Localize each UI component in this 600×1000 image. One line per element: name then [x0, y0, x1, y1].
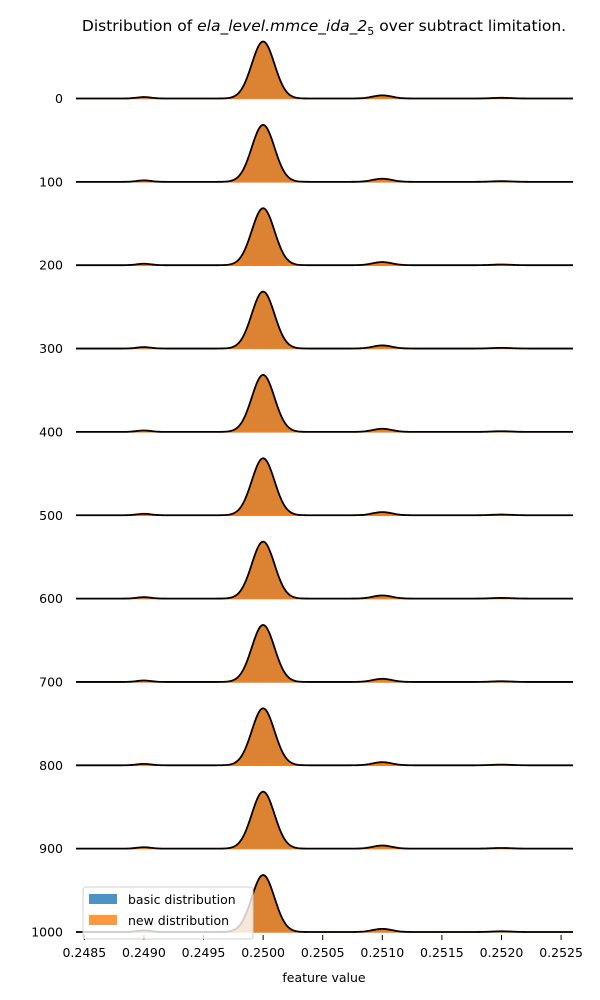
row-label: 1000	[31, 925, 63, 940]
x-tick-label: 0.2525	[539, 945, 583, 960]
row-label: 600	[39, 591, 63, 606]
ridge-curve	[76, 457, 573, 517]
ridge-fill-basic	[76, 708, 573, 766]
title-math: ela_level.mmce_ida_2	[197, 17, 367, 36]
ridge-fill-new	[76, 291, 573, 349]
x-tick-label: 0.2520	[480, 945, 524, 960]
ridge-curve	[76, 40, 573, 100]
ridge-row-600: 600	[39, 540, 573, 606]
row-label: 0	[55, 91, 63, 106]
ridge-curve	[76, 624, 573, 683]
legend-label-basic: basic distribution	[128, 892, 236, 907]
ridge-row-100: 100	[39, 123, 573, 189]
ridge-fill-basic	[76, 291, 573, 349]
row-label: 500	[39, 508, 63, 523]
row-label: 700	[39, 674, 63, 689]
ridge-curve	[76, 790, 573, 850]
x-tick-label: 0.2510	[360, 945, 404, 960]
ridge-fill-new	[76, 708, 573, 766]
legend-label-new: new distribution	[128, 913, 229, 928]
ridge-fill-new	[76, 541, 573, 599]
ridge-row-400: 400	[39, 374, 573, 439]
row-label: 300	[39, 341, 63, 356]
ridge-row-700: 700	[39, 624, 573, 689]
ridge-curve	[76, 707, 573, 767]
legend-swatch-new	[89, 915, 117, 925]
ridge-fill-new	[76, 791, 573, 849]
ridge-fill-basic	[76, 625, 573, 682]
title-suffix: over subtract limitation.	[374, 17, 566, 35]
ridge-row-500: 500	[39, 457, 573, 523]
ridge-curve	[76, 374, 573, 433]
row-label: 900	[39, 841, 63, 856]
ridge-fill-new	[76, 208, 573, 266]
ridge-fill-new	[76, 41, 573, 99]
ridge-fill-basic	[76, 41, 573, 99]
x-axis-label: feature value	[282, 970, 366, 985]
title-prefix: Distribution of	[82, 17, 197, 35]
ridge-fill-basic	[76, 124, 573, 182]
ridge-curve	[76, 290, 573, 350]
ridge-curve	[76, 540, 573, 600]
ridge-curve	[76, 123, 573, 183]
title-subscript: 5	[367, 25, 374, 38]
ridge-fill-basic	[76, 208, 573, 266]
x-tick-label: 0.2500	[241, 945, 285, 960]
ridge-row-0: 0	[55, 40, 573, 106]
legend-box	[82, 886, 254, 940]
x-tick-label: 0.2485	[62, 945, 106, 960]
row-label: 200	[39, 258, 63, 273]
ridge-fill-new	[76, 374, 573, 432]
ridge-fill-basic	[76, 374, 573, 432]
x-axis: 0.2485 0.2490 0.2495 0.2500 0.2505 0.2510 0.25…	[62, 935, 583, 960]
ridge-fill-basic	[76, 541, 573, 599]
ridge-row-300: 300	[39, 290, 573, 356]
x-tick-label: 0.2495	[182, 945, 226, 960]
x-tick-label: 0.2505	[301, 945, 345, 960]
ridge-fill-new	[76, 124, 573, 182]
ridge-fill-new	[76, 625, 573, 682]
row-label: 100	[39, 174, 63, 189]
chart-title: Distribution of ela_level.mmce_ida_25 ov…	[82, 17, 566, 38]
row-label: 800	[39, 758, 63, 773]
ridge-row-900: 900	[39, 790, 573, 856]
ridge-fill-basic	[76, 791, 573, 849]
ridge-curve	[76, 207, 573, 267]
legend: basic distribution new distribution	[82, 886, 254, 940]
ridge-row-800: 800	[39, 707, 573, 773]
x-tick-label: 0.2490	[122, 945, 166, 960]
legend-swatch-basic	[89, 894, 117, 904]
ridge-fill-basic	[76, 458, 573, 516]
ridge-rows: 0 100 200 300 400 500 600 700 800 900 1000	[31, 40, 573, 940]
x-tick-label: 0.2515	[420, 945, 464, 960]
row-label: 400	[39, 424, 63, 439]
ridge-fill-new	[76, 458, 573, 516]
ridge-row-200: 200	[39, 207, 573, 273]
